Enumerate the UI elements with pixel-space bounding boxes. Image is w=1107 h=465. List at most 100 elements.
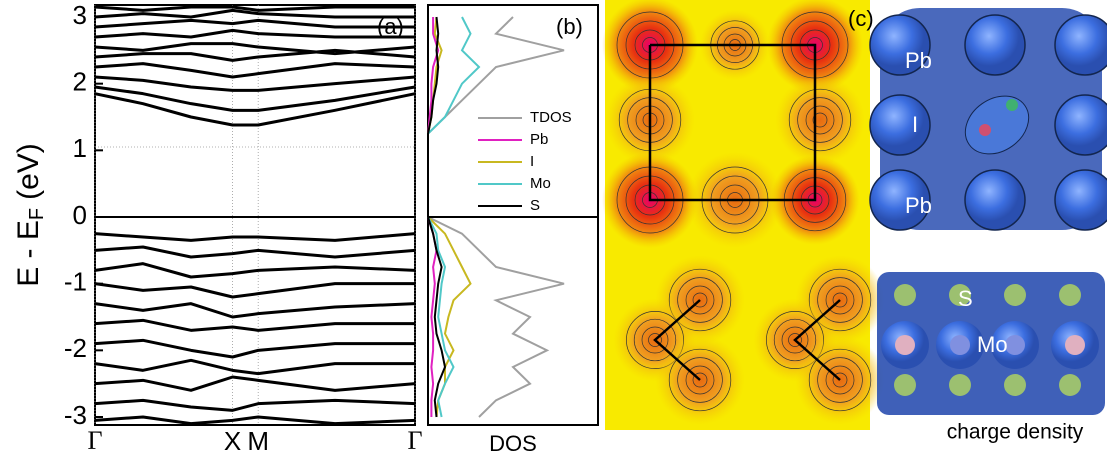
atom [964, 169, 1026, 231]
bond [793, 299, 841, 381]
y-axis-label: E - EF (eV) [12, 143, 48, 287]
y-tick-label: -1 [64, 267, 87, 297]
band-line [94, 302, 416, 319]
structure [869, 8, 1107, 415]
atom [1004, 374, 1026, 396]
band-line [94, 42, 416, 56]
band-line [94, 318, 415, 332]
dos-line [427, 16, 481, 418]
y-axis-label-part: (eV) [12, 143, 45, 200]
y-tick-label: 2 [73, 67, 87, 97]
contour [797, 97, 843, 143]
atom [1059, 374, 1081, 396]
band-line [94, 92, 416, 127]
band-line [94, 262, 416, 279]
contour [781, 326, 809, 354]
plot-frame [427, 4, 599, 426]
dos-line [427, 16, 565, 418]
density-contours [602, 0, 885, 425]
atom [894, 374, 916, 396]
contour [633, 318, 677, 362]
contour [692, 292, 708, 308]
legend-label: Pb [530, 131, 548, 148]
atom [1059, 284, 1081, 306]
atom [979, 124, 991, 136]
contour [788, 88, 852, 152]
atom [964, 14, 1026, 76]
atom-label: Mo [977, 332, 1008, 357]
band-line [94, 338, 415, 359]
legend-label: TDOS [530, 109, 572, 126]
band-line [94, 8, 415, 19]
band-line [94, 282, 415, 299]
band-line [94, 415, 416, 426]
band-line [94, 398, 416, 412]
y-tick-label: 0 [73, 200, 87, 230]
atom [1004, 284, 1026, 306]
panel-label: (a) [377, 14, 404, 39]
contour [668, 348, 732, 412]
contour [817, 277, 863, 323]
x-axis-label: DOS [489, 431, 537, 456]
contour [832, 372, 848, 388]
contour [808, 348, 872, 412]
contour [773, 318, 817, 362]
atom [869, 94, 931, 156]
atom [1006, 99, 1018, 111]
contour [677, 277, 723, 323]
band-line [94, 85, 416, 112]
atom [1054, 14, 1107, 76]
legend-label: S [530, 197, 540, 214]
y-tick-label: -2 [64, 333, 87, 363]
band-line [94, 75, 416, 92]
contour [817, 357, 863, 403]
y-tick-label: 1 [73, 133, 87, 163]
y-axis-label-part: F [26, 208, 48, 220]
band-line [94, 62, 416, 79]
band-line [94, 245, 416, 259]
panel-label: (b) [556, 14, 583, 39]
atom [1065, 335, 1085, 355]
contour [648, 333, 662, 347]
atom-label: S [958, 286, 973, 311]
legend-label: I [530, 153, 534, 170]
legend-label: Mo [530, 175, 551, 192]
density-blob [775, 75, 865, 165]
band-line [94, 18, 415, 29]
y-axis-label-part: E - E [12, 220, 45, 287]
dos-line [427, 16, 447, 418]
x-tick-label: Γ [407, 426, 422, 455]
cell-outline [648, 43, 817, 202]
band-line [94, 48, 416, 62]
atom [949, 284, 971, 306]
atom [1005, 335, 1025, 355]
atom-label: I [912, 112, 918, 137]
atom [869, 14, 931, 76]
band-line [94, 5, 415, 12]
atom-label: Pb [905, 48, 932, 73]
caption: charge density [947, 421, 1084, 444]
contour [805, 105, 835, 135]
contour [692, 372, 708, 388]
band-line [94, 28, 415, 39]
y-tick-label: -3 [64, 400, 87, 430]
atom [894, 284, 916, 306]
atom [949, 374, 971, 396]
contour [788, 333, 802, 347]
structure-bottom [877, 272, 1105, 415]
x-tick-label: M [247, 426, 269, 456]
atom [895, 335, 915, 355]
contour [685, 365, 715, 395]
contour [685, 285, 715, 315]
contour [832, 292, 848, 308]
contour [641, 326, 669, 354]
contour [825, 285, 855, 315]
y-tick-label: 3 [73, 0, 87, 30]
panel-label: (c) [848, 6, 874, 31]
band-line [94, 232, 416, 242]
atom [1054, 169, 1107, 231]
atom-label: Pb [905, 193, 932, 218]
bond [653, 299, 701, 381]
contour [812, 112, 828, 128]
contour [808, 268, 872, 332]
